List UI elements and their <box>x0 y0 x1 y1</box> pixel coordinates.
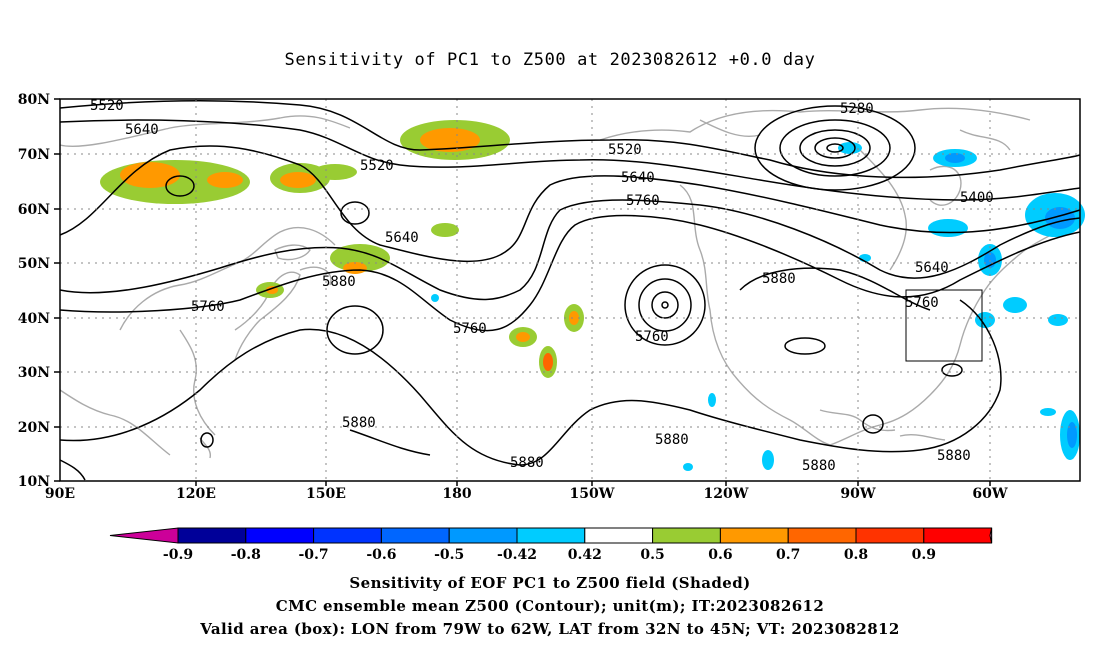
colorbar-label: 0.42 <box>568 547 602 563</box>
contour-label: 5760 <box>635 329 669 345</box>
contour-label: 5280 <box>840 101 874 117</box>
figure-title: Sensitivity of PC1 to Z500 at 2023082612… <box>284 50 816 70</box>
contour-label: 5880 <box>510 455 544 471</box>
colorbar-segment <box>516 527 586 544</box>
contour-label: 5640 <box>125 122 159 138</box>
contour-label: 5520 <box>608 142 642 158</box>
lat-label: 40N <box>18 311 50 327</box>
lat-label: 80N <box>18 92 50 108</box>
colorbar-segment <box>380 527 450 544</box>
colorbar-segment <box>448 527 518 544</box>
contour-label: 5760 <box>453 321 487 337</box>
colorbar-label: -0.7 <box>299 547 329 563</box>
colorbar-labels: -0.9 -0.8 -0.7 -0.6 -0.5 -0.42 0.42 0.5 0.6 0.7 0.… <box>163 547 936 563</box>
lon-label: 90E <box>45 486 75 502</box>
footer-line-3: Valid area (box): LON from 79W to 62W, L… <box>200 620 900 638</box>
lon-label: 120W <box>704 486 749 502</box>
colorbar-label: 0.6 <box>708 547 732 563</box>
lat-ticks <box>54 98 60 482</box>
contour-label: 5880 <box>762 271 796 287</box>
footer-line-1: Sensitivity of EOF PC1 to Z500 field (Sh… <box>349 574 751 592</box>
lat-label: 30N <box>18 365 50 381</box>
lon-label: 180 <box>442 486 471 502</box>
contour-label: 5760 <box>905 295 939 311</box>
colorbar-label: -0.9 <box>163 547 193 563</box>
colorbar-segment <box>923 527 993 544</box>
contour-label: 5880 <box>802 458 836 474</box>
colorbar-label: 0.5 <box>640 547 664 563</box>
lon-label: 90W <box>840 486 875 502</box>
graticule <box>60 99 1080 481</box>
colorbar-label: 0.8 <box>844 547 868 563</box>
colorbar-segment <box>787 527 857 544</box>
contour-label: 5880 <box>655 432 689 448</box>
contour-label: 5880 <box>937 448 971 464</box>
contour-label: 5400 <box>960 190 994 206</box>
colorbar-segment <box>855 527 925 544</box>
z500-contours <box>59 99 1081 481</box>
lon-ticks <box>195 481 991 486</box>
colorbar-label: -0.5 <box>434 547 464 563</box>
lon-label: 150E <box>306 486 346 502</box>
colorbar-segment <box>584 527 654 544</box>
contour-label: 5520 <box>90 98 124 114</box>
contour-label: 5640 <box>621 170 655 186</box>
lon-label: 60W <box>972 486 1007 502</box>
lat-label: 10N <box>18 474 50 490</box>
colorbar-high-end-triangle <box>989 527 993 544</box>
lat-label: 50N <box>18 256 50 272</box>
contour-label: 5520 <box>360 158 394 174</box>
lat-label: 20N <box>18 420 50 436</box>
contour-label: 5760 <box>626 193 660 209</box>
colorbar-segment <box>719 527 789 544</box>
contour-label: 5880 <box>322 274 356 290</box>
lon-label: 120E <box>176 486 216 502</box>
contour-label: 5880 <box>342 415 376 431</box>
colorbar-label: -0.8 <box>231 547 261 563</box>
lon-label: 150W <box>570 486 615 502</box>
colorbar-low-end-triangle <box>109 527 179 544</box>
colorbar-segment <box>652 527 721 544</box>
colorbar-segment <box>313 527 382 544</box>
colorbar-label: 0.9 <box>912 547 936 563</box>
contour-label: 5760 <box>191 299 225 315</box>
footer-line-2: CMC ensemble mean Z500 (Contour); unit(m… <box>275 597 825 615</box>
colorbar-segment <box>245 527 315 544</box>
contour-labels: 5520 5640 5520 5640 5760 5880 5760 5520 … <box>90 98 994 474</box>
lat-label: 60N <box>18 202 50 218</box>
contour-label: 5640 <box>915 260 949 276</box>
lat-label: 70N <box>18 147 50 163</box>
colorbar-label: 0.7 <box>776 547 800 563</box>
colorbar-label: -0.6 <box>366 547 396 563</box>
colorbar <box>109 527 993 544</box>
lat-axis: 80N 70N 60N 50N 40N 30N 20N 10N <box>18 92 50 490</box>
contour-label: 5640 <box>385 230 419 246</box>
valid-area-box <box>905 289 983 362</box>
colorbar-label: -0.42 <box>497 547 537 563</box>
map-frame <box>59 98 1081 482</box>
lon-axis: 90E 120E 150E 180 150W 120W 90W 60W <box>45 486 1008 502</box>
colorbar-segment <box>177 527 247 544</box>
